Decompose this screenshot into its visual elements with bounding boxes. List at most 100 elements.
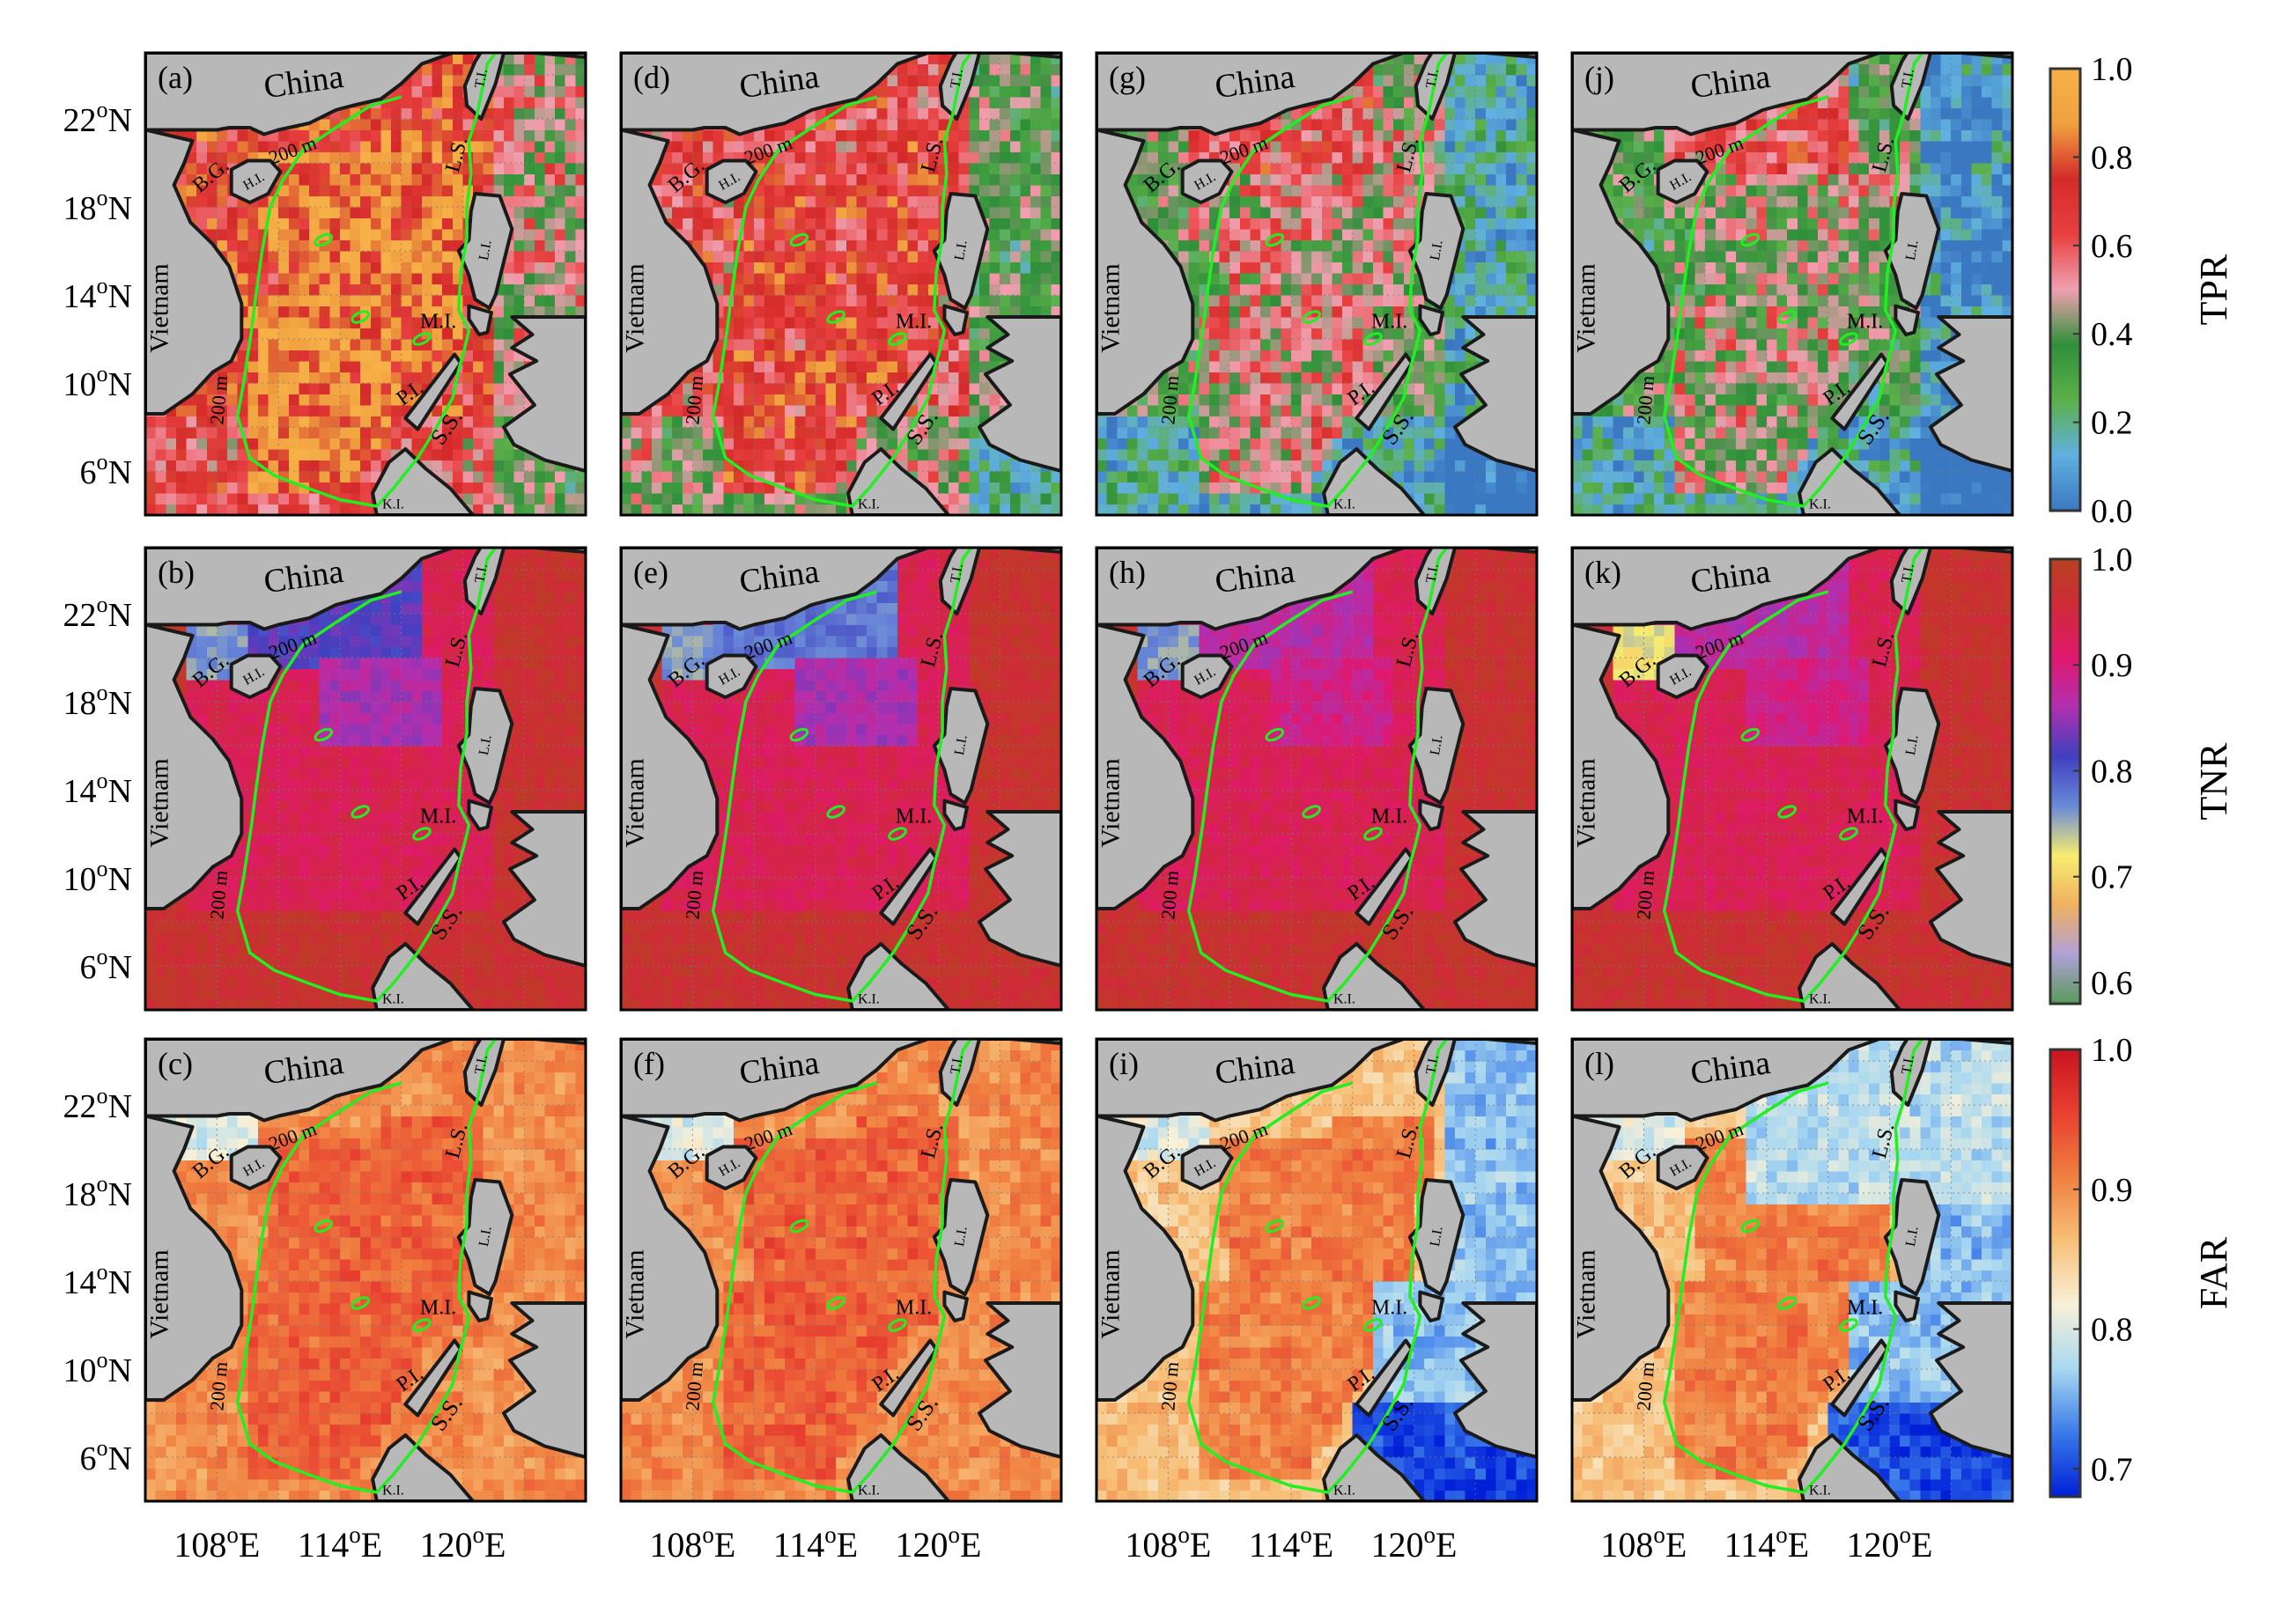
lat-tick-label: 14oN xyxy=(63,273,132,315)
colorbar-tick-label: 0.9 xyxy=(2091,647,2133,684)
lon-tick-label: 108oE xyxy=(1125,1521,1211,1565)
label-vietnam: Vietnam xyxy=(621,758,650,848)
lat-tick-label: 22oN xyxy=(63,592,132,634)
lon-tick-label: 120oE xyxy=(895,1521,981,1565)
metric-label: TPR xyxy=(2192,254,2235,325)
lon-tick-label: 114oE xyxy=(298,1521,382,1565)
panel-letter: (k) xyxy=(1584,555,1621,590)
label-mindoro: M.I. xyxy=(420,311,456,334)
lon-tick-label: 114oE xyxy=(773,1521,858,1565)
panel-letter: (i) xyxy=(1109,1046,1139,1081)
panel-letter: (h) xyxy=(1109,555,1146,590)
lat-tick-label: 10oN xyxy=(63,856,132,898)
label-mindoro: M.I. xyxy=(896,1297,932,1320)
label-isobath: 200 m xyxy=(1632,1361,1658,1412)
label-mindoro: M.I. xyxy=(1371,311,1407,334)
colorbar-gradient xyxy=(2050,69,2080,511)
label-mindoro: M.I. xyxy=(1847,311,1883,334)
label-kalimantan: K.I. xyxy=(1809,1484,1831,1499)
label-mindoro: M.I. xyxy=(1371,1297,1407,1320)
colorbar-tick-label: 0.8 xyxy=(2091,753,2133,790)
panel-letter: (l) xyxy=(1584,1046,1614,1081)
metric-label: FAR xyxy=(2192,1236,2235,1309)
colorbar-tick-label: 0.8 xyxy=(2091,139,2133,176)
panel-letter: (f) xyxy=(633,1046,665,1081)
label-kalimantan: K.I. xyxy=(858,1484,880,1499)
label-vietnam: Vietnam xyxy=(1572,1249,1601,1339)
lon-tick-label: 120oE xyxy=(419,1521,506,1565)
panel-letter: (g) xyxy=(1109,60,1146,95)
colorbar-tick-label: 0.2 xyxy=(2091,405,2133,442)
label-kalimantan: K.I. xyxy=(1809,992,1831,1007)
lat-tick-label: 18oN xyxy=(63,1171,132,1213)
label-kalimantan: K.I. xyxy=(1333,992,1355,1007)
label-mindoro: M.I. xyxy=(420,1297,456,1320)
label-isobath: 200 m xyxy=(681,1361,707,1412)
colorbar-tick-label: 0.7 xyxy=(2091,1451,2133,1488)
lat-tick-label: 18oN xyxy=(63,680,132,722)
label-vietnam: Vietnam xyxy=(145,758,174,848)
label-kalimantan: K.I. xyxy=(1333,497,1355,512)
label-vietnam: Vietnam xyxy=(1096,758,1126,848)
lat-tick-label: 6oN xyxy=(80,944,132,986)
colorbar-tick-label: 1.0 xyxy=(2091,1032,2133,1069)
label-isobath: 200 m xyxy=(205,1361,232,1412)
label-isobath: 200 m xyxy=(205,375,232,426)
label-kalimantan: K.I. xyxy=(858,992,880,1007)
lon-tick-label: 120oE xyxy=(1370,1521,1457,1565)
lat-tick-label: 10oN xyxy=(63,361,132,403)
label-mindoro: M.I. xyxy=(896,311,932,334)
label-mindoro: M.I. xyxy=(1847,1297,1883,1320)
lon-tick-label: 114oE xyxy=(1249,1521,1333,1565)
label-vietnam: Vietnam xyxy=(621,263,650,353)
label-kalimantan: K.I. xyxy=(382,497,404,512)
lon-tick-label: 108oE xyxy=(1600,1521,1687,1565)
label-isobath: 200 m xyxy=(205,870,232,921)
label-mindoro: M.I. xyxy=(1371,806,1407,829)
lat-tick-label: 22oN xyxy=(63,97,132,139)
label-kalimantan: K.I. xyxy=(382,992,404,1007)
colorbar-tick-label: 1.0 xyxy=(2091,541,2133,578)
lat-tick-label: 6oN xyxy=(80,449,132,491)
label-kalimantan: K.I. xyxy=(1333,1484,1355,1499)
colorbar-gradient xyxy=(2050,1050,2080,1497)
colorbar-tick-label: 1.0 xyxy=(2091,51,2133,88)
label-mindoro: M.I. xyxy=(420,806,456,829)
label-isobath: 200 m xyxy=(1156,1361,1183,1412)
lon-tick-label: 120oE xyxy=(1846,1521,1932,1565)
panel-letter: (a) xyxy=(158,60,193,95)
metric-label: TNR xyxy=(2192,742,2235,821)
label-mindoro: M.I. xyxy=(896,806,932,829)
lat-tick-label: 10oN xyxy=(63,1347,132,1389)
label-isobath: 200 m xyxy=(1156,375,1183,426)
label-isobath: 200 m xyxy=(681,375,707,426)
colorbar-tick-label: 0.8 xyxy=(2091,1312,2133,1349)
lon-tick-label: 114oE xyxy=(1724,1521,1809,1565)
panel-letter: (c) xyxy=(158,1046,193,1081)
colorbar-tick-label: 0.6 xyxy=(2091,965,2133,1002)
label-vietnam: Vietnam xyxy=(145,263,174,353)
label-vietnam: Vietnam xyxy=(1572,263,1601,353)
label-mindoro: M.I. xyxy=(1847,806,1883,829)
panel-letter: (e) xyxy=(633,555,668,590)
lat-tick-label: 18oN xyxy=(63,185,132,227)
lat-tick-label: 14oN xyxy=(63,1259,132,1301)
label-isobath: 200 m xyxy=(681,870,707,921)
label-kalimantan: K.I. xyxy=(1809,497,1831,512)
label-isobath: 200 m xyxy=(1632,870,1658,921)
label-kalimantan: K.I. xyxy=(382,1484,404,1499)
